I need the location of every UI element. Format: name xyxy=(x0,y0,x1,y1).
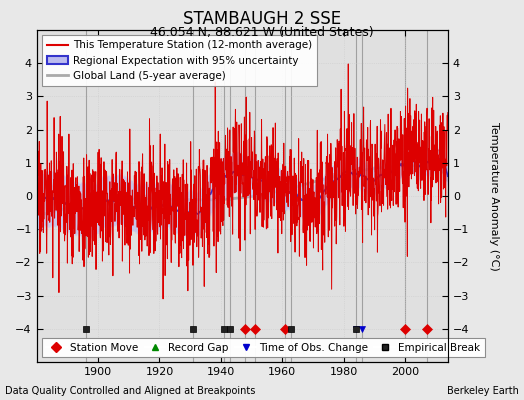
Text: Data Quality Controlled and Aligned at Breakpoints: Data Quality Controlled and Aligned at B… xyxy=(5,386,256,396)
Text: 46.054 N, 88.621 W (United States): 46.054 N, 88.621 W (United States) xyxy=(150,26,374,39)
Text: Berkeley Earth: Berkeley Earth xyxy=(447,386,519,396)
Y-axis label: Temperature Anomaly (°C): Temperature Anomaly (°C) xyxy=(489,122,499,270)
Text: STAMBAUGH 2 SSE: STAMBAUGH 2 SSE xyxy=(183,10,341,28)
Legend: Station Move, Record Gap, Time of Obs. Change, Empirical Break: Station Move, Record Gap, Time of Obs. C… xyxy=(42,338,485,357)
